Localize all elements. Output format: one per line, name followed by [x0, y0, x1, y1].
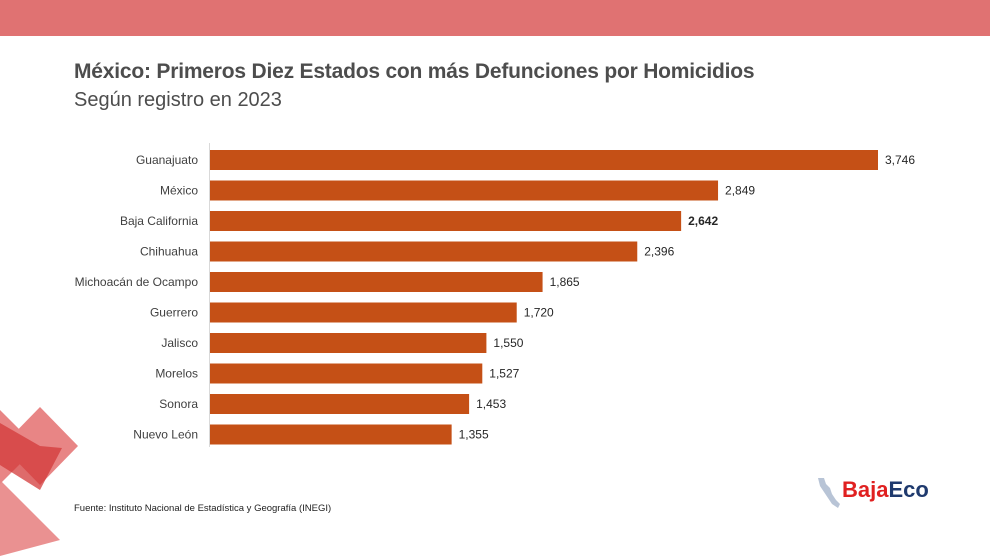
bar [210, 180, 719, 201]
decor-diamond-bottom [0, 480, 60, 556]
bar [210, 394, 470, 414]
bar [210, 302, 517, 323]
category-label: Sonora [159, 397, 198, 411]
bar [210, 241, 638, 262]
logo-part-baja: Baja [842, 477, 889, 502]
category-label: México [160, 184, 198, 198]
chart-subtitle: Según registro en 2023 [74, 89, 282, 111]
chart-title: México: Primeros Diez Estados con más De… [74, 60, 755, 83]
category-label: Jalisco [161, 336, 198, 350]
bajaeco-logo: BajaEco [812, 472, 952, 512]
baja-map-icon [818, 478, 840, 508]
bar [210, 333, 487, 353]
value-label: 1,720 [524, 306, 554, 320]
category-label: Nuevo León [133, 428, 198, 442]
value-label: 2,849 [725, 184, 755, 198]
bar [210, 272, 543, 292]
category-label: Morelos [155, 367, 198, 381]
source-note: Fuente: Instituto Nacional de Estadístic… [74, 503, 332, 514]
value-label: 1,453 [476, 397, 506, 411]
value-label: 1,550 [493, 336, 523, 350]
category-label: Guerrero [150, 306, 198, 320]
bar [210, 211, 682, 231]
bar [210, 424, 452, 445]
bar [210, 150, 878, 170]
logo-part-eco: Eco [888, 477, 929, 502]
logo-wordmark: BajaEco [842, 477, 929, 503]
value-label: 3,746 [885, 153, 915, 167]
top-band [0, 0, 990, 36]
category-label: Guanajuato [136, 153, 198, 167]
category-label: Chihuahua [140, 245, 198, 259]
value-label: 1,527 [489, 367, 519, 381]
bar [210, 363, 483, 384]
category-label: Michoacán de Ocampo [75, 275, 199, 289]
value-label: 2,642 [688, 214, 718, 228]
value-label: 1,865 [550, 275, 580, 289]
value-label: 2,396 [644, 245, 674, 259]
bars-group: Guanajuato 3,746 México 2,849 Baja Californi… [75, 150, 915, 445]
decor-diamond-dark [0, 423, 62, 490]
value-label: 1,355 [459, 428, 489, 442]
category-label: Baja California [120, 214, 198, 228]
